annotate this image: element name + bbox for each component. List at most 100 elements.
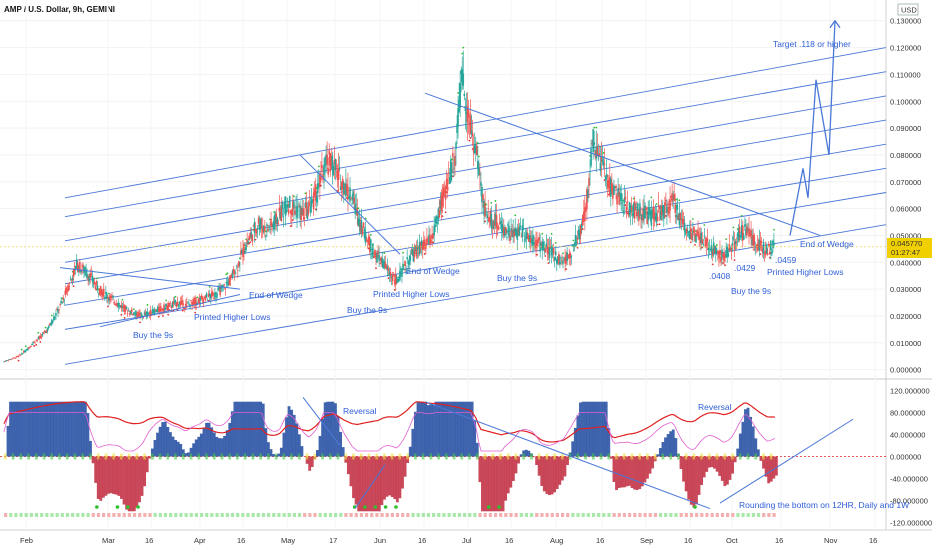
osc-bar <box>104 456 108 496</box>
candle-body <box>654 215 657 220</box>
osc-bar <box>109 456 113 494</box>
osc-band <box>622 453 626 460</box>
candle-body <box>639 203 641 217</box>
x-tick-label: Oct <box>726 536 739 545</box>
osc-bar <box>321 418 324 457</box>
osc-status-strip <box>658 513 663 517</box>
osc-bar <box>45 401 49 457</box>
osc-bar <box>99 456 103 501</box>
candle-body <box>493 221 496 226</box>
osc-bar <box>96 456 100 499</box>
candle-body <box>142 316 145 318</box>
candle-body <box>76 263 79 272</box>
candle-body <box>708 245 711 247</box>
td-count-marker <box>120 313 123 316</box>
candle-body <box>171 302 174 308</box>
candle-body <box>187 302 189 304</box>
osc-band <box>677 453 680 460</box>
osc-status-strip <box>710 513 714 517</box>
candle-body <box>15 356 18 358</box>
trend-line <box>59 267 241 290</box>
osc-bar <box>279 447 283 457</box>
candle-body <box>112 295 114 298</box>
osc-signal-dot <box>115 505 120 509</box>
y-tick-label: 0.090000 <box>890 124 921 133</box>
osc-bar <box>617 456 621 488</box>
osc-band <box>27 453 31 460</box>
candle-body <box>565 255 567 264</box>
candle-body <box>622 210 625 214</box>
candle-body <box>54 316 56 318</box>
td-count-marker <box>655 203 658 205</box>
td-count-marker <box>146 304 149 306</box>
candle-body <box>601 159 604 162</box>
osc-band <box>700 453 704 460</box>
candle-body <box>84 267 86 272</box>
candle-body <box>303 217 306 220</box>
osc-bar <box>163 421 167 457</box>
osc-bar <box>135 456 139 508</box>
candle-body <box>254 229 257 231</box>
candle-body <box>749 232 751 236</box>
osc-status-strip <box>483 513 487 517</box>
candle-body <box>170 307 173 309</box>
candle-body <box>18 354 21 356</box>
x-tick-label: 16 <box>418 536 426 545</box>
td-count-marker <box>550 232 553 235</box>
last-price-badge: 0.045770 01:27:47 <box>887 238 932 258</box>
candle-body <box>646 212 648 224</box>
candle-body <box>132 313 134 316</box>
y-tick-label: 0.050000 <box>890 231 921 240</box>
osc-bar <box>522 450 526 457</box>
osc-status-strip <box>524 513 529 517</box>
candle-body <box>547 246 550 254</box>
td-count-marker <box>740 214 743 217</box>
candle-body <box>391 275 394 282</box>
osc-bar <box>746 407 750 457</box>
candle-body <box>249 234 252 236</box>
td-count-marker <box>194 311 197 314</box>
candle-body <box>706 238 709 242</box>
candle-body <box>633 201 636 219</box>
annotation-rounding-bottom: Rounding the bottom on 12HR, Daily and 1… <box>739 500 909 510</box>
annotation-end-of-wedge-2: End of Wedge <box>406 266 460 276</box>
candle-body <box>675 214 678 218</box>
candle-body <box>286 204 289 208</box>
osc-status-strip <box>700 513 704 517</box>
candle-body <box>40 336 43 338</box>
candle-body <box>3 361 5 363</box>
td-count-marker <box>20 348 23 351</box>
candle-body <box>617 188 619 195</box>
osc-band <box>545 453 549 460</box>
candle-body <box>327 168 329 175</box>
candle-body <box>621 202 624 204</box>
osc-status-strip <box>726 513 730 517</box>
candle-body <box>260 226 263 228</box>
osc-band <box>560 453 564 460</box>
candle-body <box>629 204 632 213</box>
candle-body <box>19 354 22 356</box>
candle-body <box>361 228 364 235</box>
osc-status-strip <box>220 513 224 517</box>
osc-bar <box>287 406 291 457</box>
osc-status-strip <box>375 513 379 517</box>
osc-band <box>553 453 557 460</box>
candle-body <box>30 346 32 347</box>
candle-body <box>321 165 323 169</box>
candle-body <box>267 229 269 231</box>
candle-body <box>328 150 331 155</box>
osc-status-strip <box>60 513 64 517</box>
osc-bar <box>450 401 453 457</box>
candle-body <box>480 182 482 186</box>
candle-body <box>314 184 317 201</box>
candle-body <box>550 246 553 256</box>
candle-body <box>395 277 398 279</box>
osc-status-strip <box>29 513 33 517</box>
osc-bar <box>228 422 232 457</box>
candle-body <box>390 276 393 279</box>
currency-badge[interactable]: USD <box>897 3 919 16</box>
candle-body <box>512 229 514 238</box>
td-count-marker <box>632 197 635 200</box>
candle-body <box>276 217 279 225</box>
osc-status-strip <box>76 513 80 517</box>
